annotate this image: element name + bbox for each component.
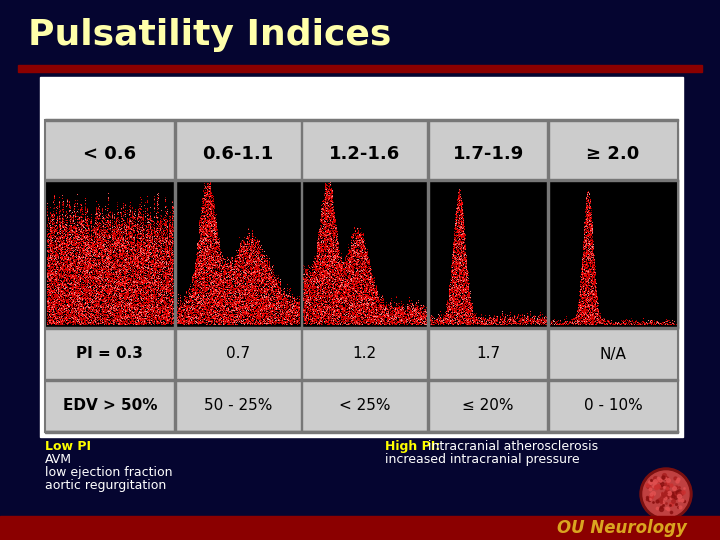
Bar <box>547 120 549 432</box>
Text: 1.7: 1.7 <box>476 347 500 361</box>
Bar <box>45 119 678 121</box>
Text: Low PI: Low PI <box>45 440 91 453</box>
Text: < 25%: < 25% <box>339 399 390 414</box>
Circle shape <box>640 468 692 520</box>
Bar <box>45 328 678 380</box>
Bar <box>45 128 678 180</box>
Text: ≥ 2.0: ≥ 2.0 <box>587 145 640 163</box>
Bar <box>0 516 720 540</box>
Bar <box>45 431 678 433</box>
Text: low ejection fraction: low ejection fraction <box>45 466 173 479</box>
Bar <box>40 77 683 437</box>
Text: Pulsatility Indices: Pulsatility Indices <box>28 18 392 52</box>
Circle shape <box>643 471 689 517</box>
Text: 1.2: 1.2 <box>353 347 377 361</box>
Text: OU Neurology: OU Neurology <box>557 519 687 537</box>
Text: 0.7: 0.7 <box>226 347 250 361</box>
Text: 0.6-1.1: 0.6-1.1 <box>202 145 274 163</box>
Text: 1.7-1.9: 1.7-1.9 <box>452 145 523 163</box>
Text: 0 - 10%: 0 - 10% <box>584 399 642 414</box>
Bar <box>45 179 678 181</box>
Text: PI = 0.3: PI = 0.3 <box>76 347 143 361</box>
Bar <box>174 120 176 432</box>
Text: increased intracranial pressure: increased intracranial pressure <box>385 453 580 466</box>
Text: AVM: AVM <box>45 453 72 466</box>
Text: EDV > 50%: EDV > 50% <box>63 399 157 414</box>
Bar <box>18 65 702 72</box>
Bar <box>427 120 429 432</box>
Text: ≤ 20%: ≤ 20% <box>462 399 514 414</box>
Bar <box>45 379 678 381</box>
Bar <box>45 380 678 432</box>
Text: 1.2-1.6: 1.2-1.6 <box>329 145 400 163</box>
Bar <box>45 120 678 432</box>
Text: intracranial atherosclerosis: intracranial atherosclerosis <box>428 440 598 453</box>
Text: High PI:: High PI: <box>385 440 440 453</box>
Text: N/A: N/A <box>600 347 626 361</box>
Bar <box>45 327 678 329</box>
Bar <box>45 120 678 432</box>
Bar <box>300 120 302 432</box>
Text: < 0.6: < 0.6 <box>84 145 137 163</box>
Text: aortic regurgitation: aortic regurgitation <box>45 479 166 492</box>
Text: 50 - 25%: 50 - 25% <box>204 399 272 414</box>
Bar <box>45 430 678 432</box>
Bar <box>45 180 678 328</box>
